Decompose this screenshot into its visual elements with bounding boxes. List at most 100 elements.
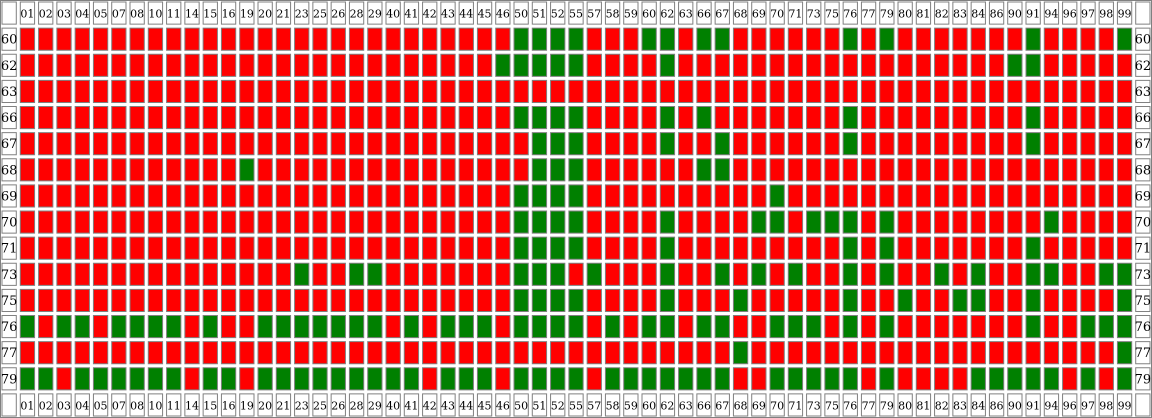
heatmap-cell	[275, 132, 292, 156]
col-header-top-cell	[19, 1, 36, 25]
col-header-bottom-label: 75	[825, 399, 839, 412]
heatmap-cell	[769, 210, 785, 234]
heatmap-cell	[952, 79, 968, 104]
heatmap-cell	[897, 341, 913, 365]
heatmap-cell	[842, 106, 858, 130]
heatmap-cell	[184, 288, 200, 313]
col-header-top-cell	[678, 1, 694, 25]
heatmap-cell	[56, 236, 72, 260]
col-header-bottom-cell	[696, 393, 712, 417]
heatmap-cell	[19, 236, 36, 260]
row-header-left-label: 60	[1, 33, 18, 48]
heatmap-cell	[952, 367, 968, 391]
heatmap-cell	[166, 210, 182, 234]
row-header-right-label: 67	[1135, 137, 1152, 152]
heatmap-cell	[348, 184, 365, 208]
col-header-bottom-cell	[239, 393, 255, 417]
heatmap-cell	[1007, 27, 1023, 51]
heatmap-cell	[147, 236, 164, 260]
col-header-bottom-label: 71	[788, 399, 802, 412]
row-header-left-cell	[1, 367, 17, 391]
col-header-bottom-label: 15	[203, 399, 217, 412]
heatmap-cell	[166, 132, 182, 156]
col-header-top-label: 01	[20, 8, 34, 21]
col-header-bottom-cell	[56, 393, 72, 417]
col-header-bottom-label: 29	[368, 399, 382, 412]
heatmap-cell	[367, 210, 383, 234]
row-header-right-label: 75	[1135, 294, 1152, 309]
heatmap-cell	[988, 341, 1005, 365]
heatmap-cell	[550, 210, 566, 234]
col-header-bottom-label: 97	[1081, 399, 1095, 412]
heatmap-cell	[257, 236, 273, 260]
heatmap-cell	[367, 236, 383, 260]
heatmap-cell	[915, 106, 932, 130]
heatmap-cell	[184, 106, 200, 130]
row-header-left-cell	[1, 315, 17, 339]
col-header-top-cell	[220, 1, 237, 25]
heatmap-cell	[531, 158, 548, 182]
heatmap-cell	[1098, 158, 1114, 182]
heatmap-cell	[623, 53, 639, 77]
heatmap-cell	[1116, 210, 1133, 234]
col-header-bottom-cell	[312, 393, 328, 417]
heatmap-cell	[879, 367, 895, 391]
col-header-bottom-label: 43	[441, 399, 455, 412]
heatmap-cell	[934, 315, 950, 339]
row-header-right-cell	[1135, 288, 1151, 313]
heatmap-cell	[604, 27, 621, 51]
heatmap-cell	[623, 210, 639, 234]
heatmap-cell	[604, 315, 621, 339]
heatmap-cell	[550, 184, 566, 208]
col-header-top-label: 86	[990, 8, 1004, 21]
col-header-top-label: 58	[606, 8, 620, 21]
heatmap-cell	[1098, 236, 1114, 260]
heatmap-cell	[312, 236, 328, 260]
heatmap-cell	[403, 132, 420, 156]
col-header-bottom-label: 79	[880, 399, 894, 412]
heatmap-cell	[1080, 236, 1096, 260]
heatmap-cell	[751, 367, 767, 391]
corner-cell	[1135, 393, 1151, 417]
heatmap-cell	[952, 315, 968, 339]
col-header-top-cell	[568, 1, 584, 25]
heatmap-cell	[257, 79, 273, 104]
heatmap-cell	[294, 367, 310, 391]
heatmap-cell	[714, 210, 730, 234]
col-header-bottom-label: 04	[75, 399, 89, 412]
heatmap-cell	[38, 132, 54, 156]
heatmap-cell	[147, 53, 164, 77]
heatmap-cell	[19, 27, 36, 51]
col-header-top-cell	[56, 1, 72, 25]
heatmap-cell	[294, 27, 310, 51]
col-header-bottom-label: 58	[606, 399, 620, 412]
row-header-left-cell	[1, 27, 17, 51]
heatmap-cell	[659, 262, 676, 286]
col-header-bottom-cell	[604, 393, 621, 417]
heatmap-cell	[74, 236, 90, 260]
row-header-right-cell	[1135, 27, 1151, 51]
heatmap-cell	[111, 106, 127, 130]
col-header-bottom-cell	[678, 393, 694, 417]
heatmap-cell	[970, 367, 986, 391]
heatmap-cell	[531, 106, 548, 130]
heatmap-cell	[769, 79, 785, 104]
heatmap-cell	[586, 315, 602, 339]
heatmap-cell	[220, 106, 237, 130]
heatmap-cell	[495, 315, 511, 339]
heatmap-cell	[111, 210, 127, 234]
col-header-bottom-cell	[1080, 393, 1096, 417]
heatmap-cell	[641, 158, 657, 182]
heatmap-cell	[111, 184, 127, 208]
row-header-left-cell	[1, 236, 17, 260]
heatmap-cell	[513, 27, 529, 51]
heatmap-cell	[988, 210, 1005, 234]
heatmap-cell	[422, 27, 438, 51]
heatmap-cell	[147, 27, 164, 51]
heatmap-cell	[348, 367, 365, 391]
heatmap-cell	[897, 262, 913, 286]
heatmap-cell	[458, 262, 474, 286]
heatmap-cell	[348, 341, 365, 365]
heatmap-cell	[294, 341, 310, 365]
heatmap-cell	[476, 132, 493, 156]
